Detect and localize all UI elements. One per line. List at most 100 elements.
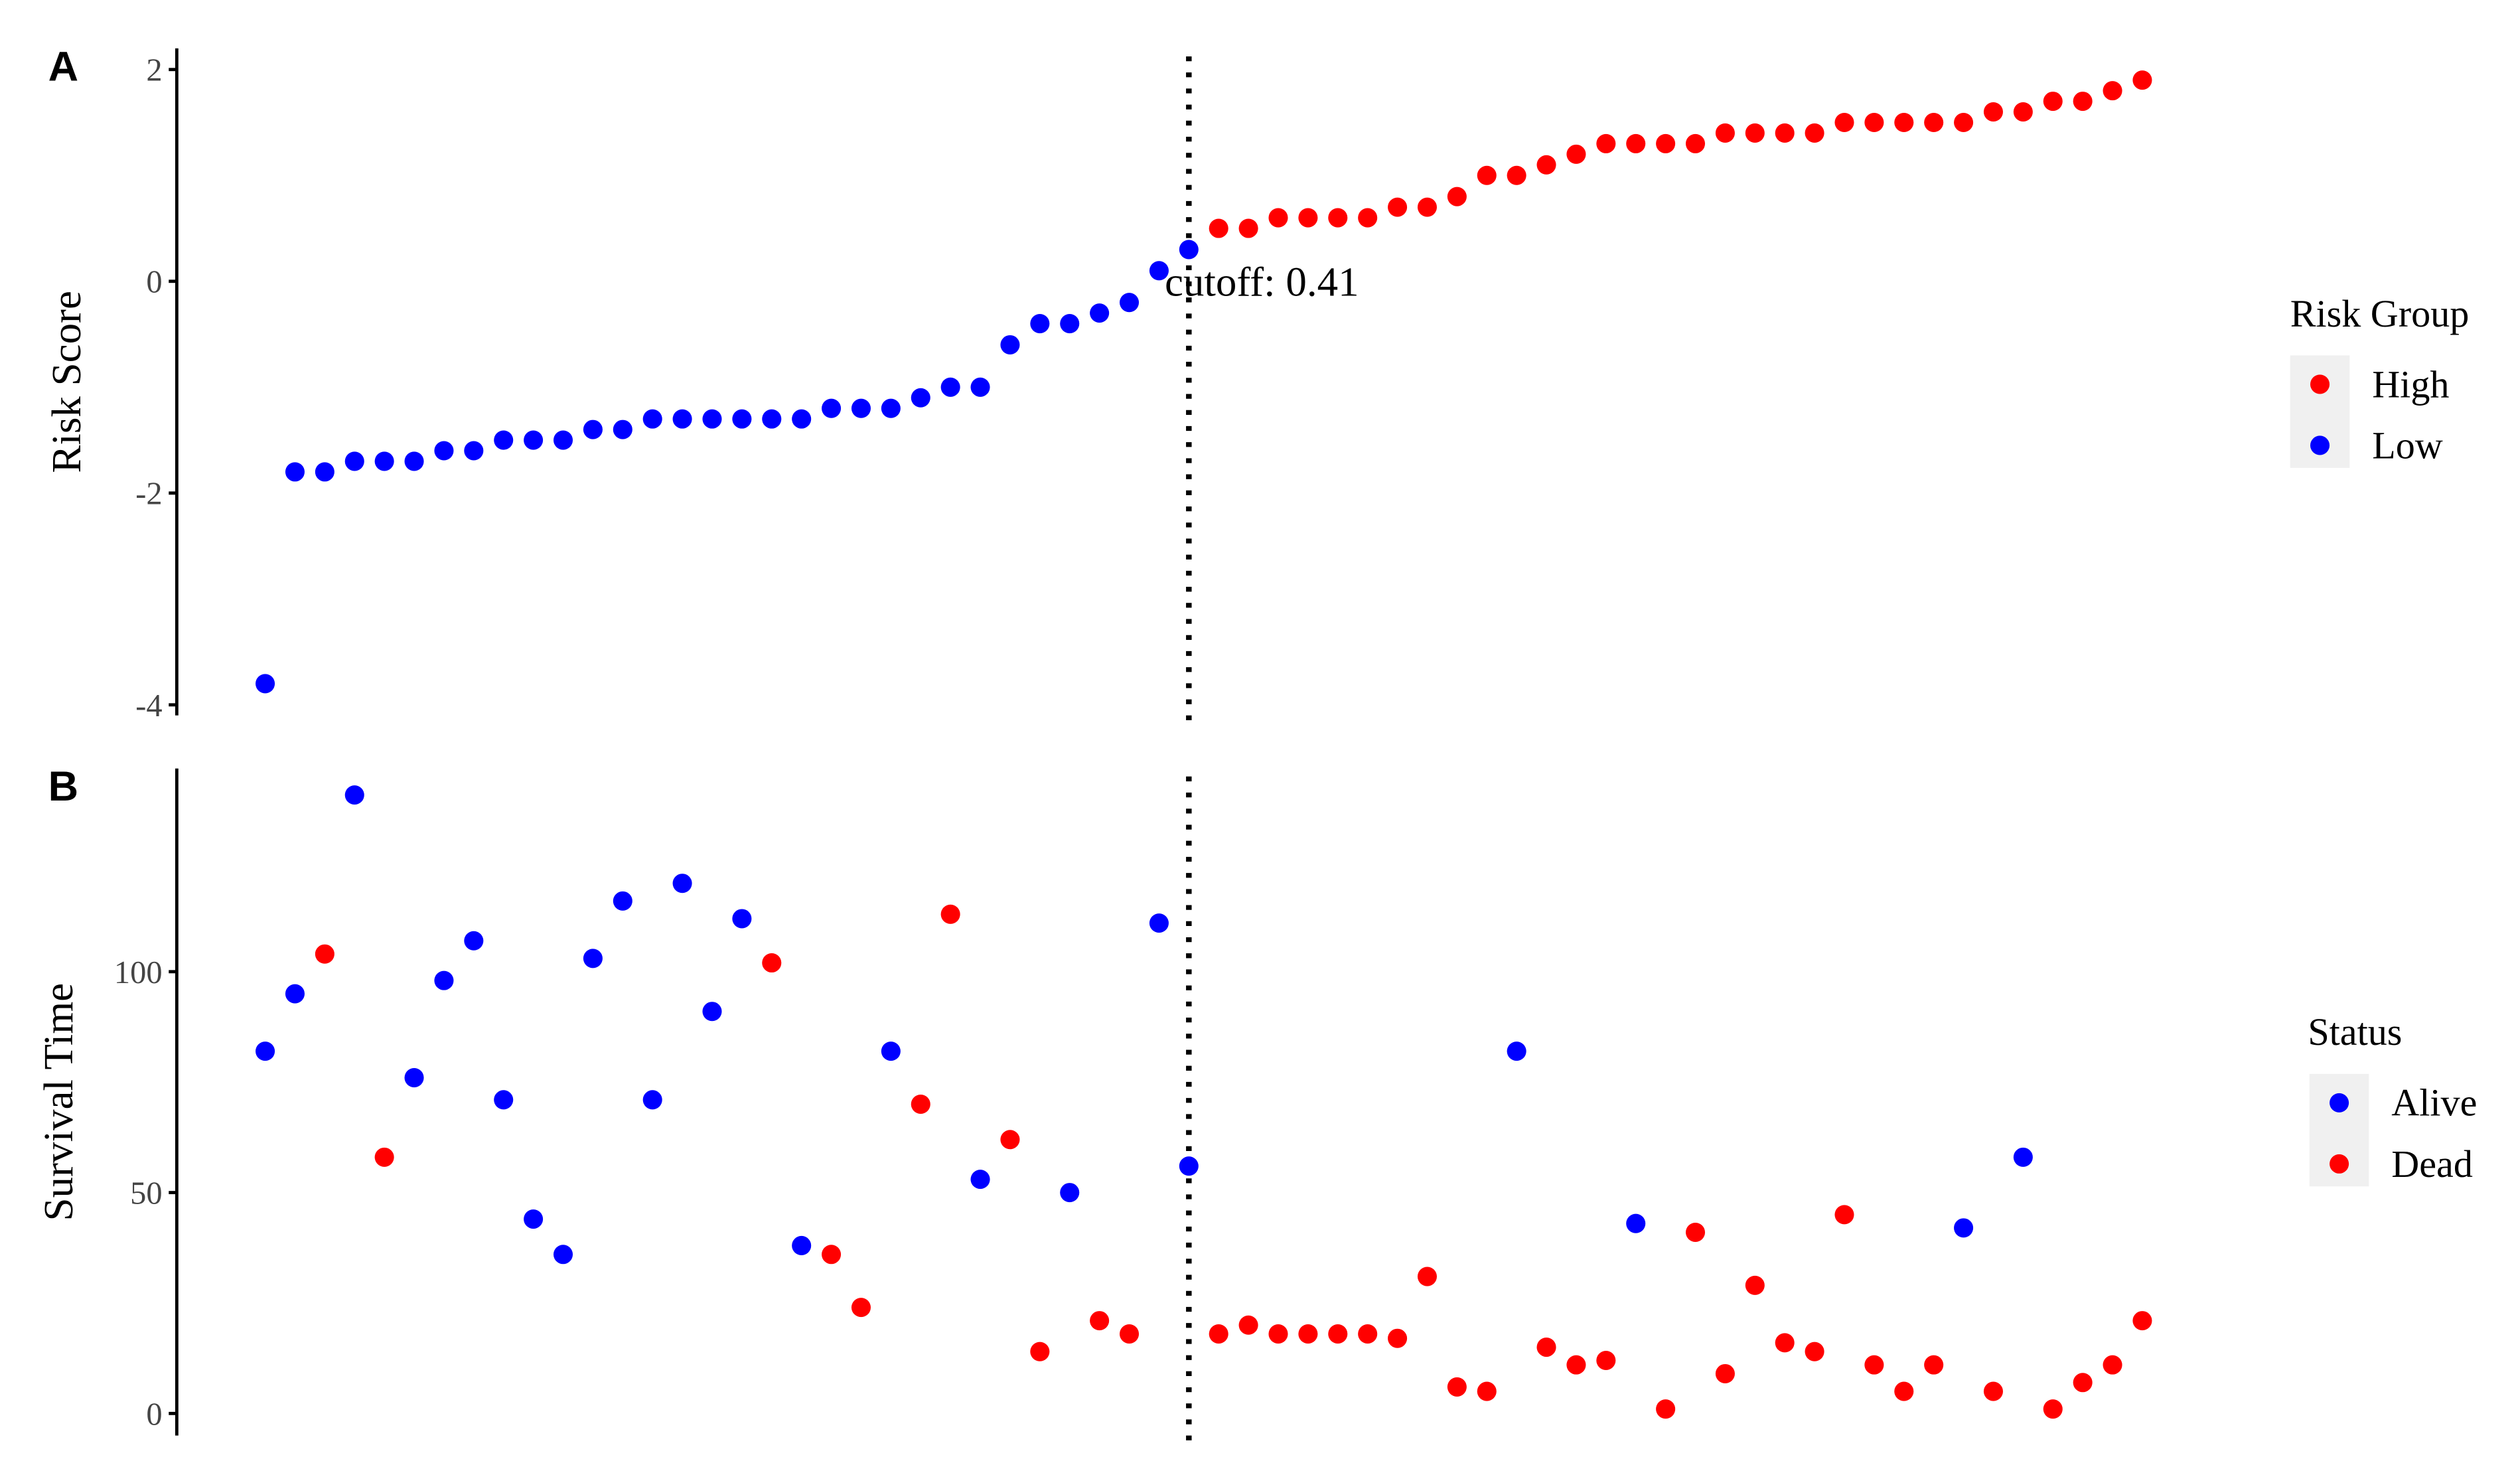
point xyxy=(1149,913,1169,933)
point xyxy=(1358,1324,1378,1344)
point xyxy=(1775,123,1795,143)
point xyxy=(1358,208,1378,228)
point xyxy=(1477,1381,1497,1401)
point xyxy=(1328,1324,1348,1344)
y-axis-label: Risk Score xyxy=(43,291,90,473)
point xyxy=(702,1002,722,1022)
legend-marker xyxy=(2330,1154,2349,1174)
legend-label: Low xyxy=(2372,424,2443,467)
y-tick-label: 2 xyxy=(146,53,162,88)
point xyxy=(1954,112,1974,133)
point xyxy=(1864,112,1884,133)
point xyxy=(494,430,514,450)
point xyxy=(792,1235,812,1255)
point xyxy=(940,377,960,397)
point xyxy=(285,462,305,482)
y-tick-label: 50 xyxy=(130,1176,162,1211)
point xyxy=(1447,1377,1467,1397)
point xyxy=(1954,1218,1974,1238)
point xyxy=(1864,1355,1884,1375)
point xyxy=(732,909,752,929)
point xyxy=(1924,1355,1944,1375)
point xyxy=(613,891,632,911)
point xyxy=(1417,1267,1437,1286)
point xyxy=(1715,123,1735,143)
point xyxy=(1656,1399,1676,1419)
point xyxy=(464,931,484,951)
point xyxy=(1596,1350,1616,1371)
legend-marker xyxy=(2310,435,2330,455)
point xyxy=(1894,112,1914,133)
point xyxy=(762,409,782,429)
point xyxy=(1030,1342,1050,1361)
point xyxy=(1685,133,1706,153)
point xyxy=(822,1245,842,1265)
point xyxy=(1894,1381,1914,1401)
point xyxy=(1417,197,1437,217)
point xyxy=(1715,1363,1735,1383)
point xyxy=(256,674,275,694)
point xyxy=(851,1298,871,1318)
point xyxy=(524,430,544,450)
point xyxy=(1745,1275,1765,1295)
point xyxy=(1030,314,1050,334)
y-tick-label: 0 xyxy=(146,265,162,300)
point xyxy=(404,451,424,471)
point xyxy=(613,420,632,439)
point xyxy=(881,398,901,418)
point xyxy=(822,398,842,418)
point xyxy=(732,409,752,429)
point xyxy=(2043,1399,2063,1419)
point xyxy=(553,1245,573,1265)
point xyxy=(434,970,454,990)
legend-title: Risk Group xyxy=(2290,292,2470,335)
point xyxy=(642,1090,662,1110)
legend-marker xyxy=(2330,1093,2349,1113)
point xyxy=(911,388,930,408)
point xyxy=(1507,1041,1526,1061)
point xyxy=(1834,1205,1854,1225)
legend-label: High xyxy=(2372,362,2449,406)
point xyxy=(1388,197,1408,217)
point xyxy=(583,949,603,968)
panel-label: B xyxy=(48,763,78,810)
legend-label: Dead xyxy=(2391,1142,2473,1186)
point xyxy=(404,1068,424,1088)
point xyxy=(911,1094,930,1115)
point xyxy=(940,904,960,924)
y-tick-label: -4 xyxy=(135,688,162,724)
y-tick-label: -2 xyxy=(135,477,162,512)
point xyxy=(1536,1338,1556,1357)
point xyxy=(256,1041,275,1061)
point xyxy=(1805,123,1824,143)
point xyxy=(494,1090,514,1110)
point xyxy=(672,874,692,893)
point xyxy=(702,409,722,429)
point xyxy=(583,420,603,439)
point xyxy=(1119,293,1140,313)
panel-label: A xyxy=(48,43,78,90)
point xyxy=(970,377,990,397)
point xyxy=(1745,123,1765,143)
point xyxy=(1566,1355,1586,1375)
legend-label: Alive xyxy=(2391,1081,2477,1124)
point xyxy=(1179,1156,1199,1176)
point xyxy=(344,785,364,805)
point xyxy=(642,409,662,429)
point xyxy=(2043,92,2063,112)
legend-marker xyxy=(2310,374,2330,394)
point xyxy=(1983,102,2003,122)
point xyxy=(2132,70,2152,90)
point xyxy=(1447,187,1467,206)
y-axis-label: Survival Time xyxy=(35,983,82,1221)
point xyxy=(1566,144,1586,164)
point xyxy=(672,409,692,429)
point xyxy=(762,953,782,973)
point xyxy=(315,462,334,482)
point xyxy=(1238,1315,1258,1335)
point xyxy=(2073,92,2093,112)
point xyxy=(1268,208,1288,228)
point xyxy=(2132,1311,2152,1331)
